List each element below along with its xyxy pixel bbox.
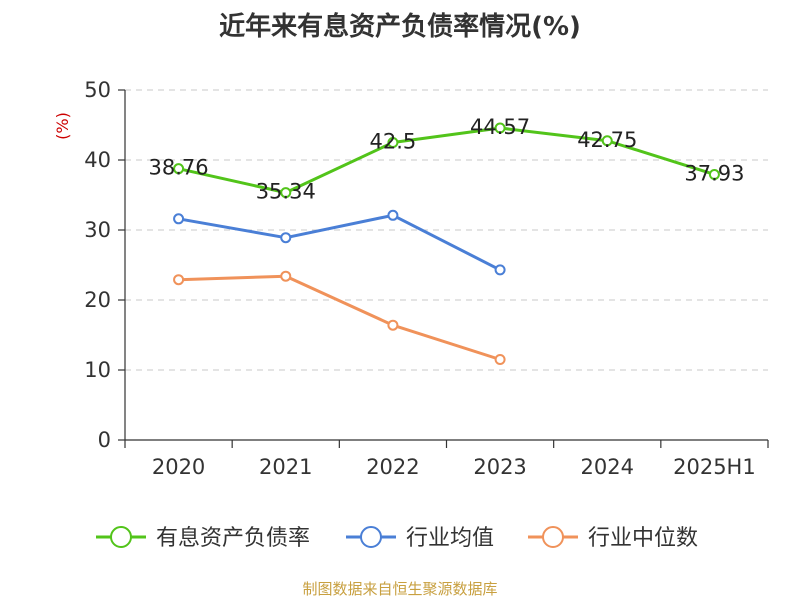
series-layer: [173, 122, 720, 365]
y-tick-label: 10: [84, 358, 111, 382]
y-tick-label: 0: [98, 428, 111, 452]
data-point[interactable]: [494, 122, 506, 134]
data-point[interactable]: [173, 163, 185, 175]
data-label: 42.5: [370, 130, 417, 154]
x-tick-label: 2021: [259, 455, 312, 479]
y-axis-label: (%): [53, 112, 72, 140]
data-point[interactable]: [708, 168, 720, 180]
data-point[interactable]: [173, 213, 185, 225]
x-tick-label: 2022: [366, 455, 419, 479]
legend-item[interactable]: 行业中位数: [528, 526, 698, 551]
data-point[interactable]: [387, 137, 399, 148]
y-tick-label: 20: [84, 288, 111, 312]
chart-title: 近年来有息资产负债率情况(%): [219, 12, 581, 42]
y-tick-label: 40: [84, 148, 111, 172]
legend-label: 行业均值: [406, 526, 494, 551]
data-label: 38.76: [149, 156, 209, 180]
data-point[interactable]: [387, 209, 399, 221]
data-label: 35.34: [256, 180, 316, 204]
x-tick-label: 2020: [152, 455, 205, 479]
data-label: 42.75: [577, 128, 637, 152]
source-note: 制图数据来自恒生聚源数据库: [302, 580, 498, 598]
x-tick-label: 2024: [581, 455, 634, 479]
legend-item[interactable]: 行业均值: [346, 526, 494, 551]
legend-marker: [110, 526, 132, 548]
legend-marker: [542, 526, 564, 548]
legend-marker: [360, 526, 382, 548]
legend-label: 有息资产负债率: [156, 526, 310, 551]
data-point[interactable]: [280, 270, 292, 282]
x-tick-label: 2025H1: [673, 455, 756, 479]
legend-label: 行业中位数: [588, 526, 698, 551]
data-label: 44.57: [470, 115, 530, 139]
data-point[interactable]: [173, 274, 185, 286]
data-labels: 38.76 35.34 42.5 44.57 42.75 37.93: [149, 115, 745, 204]
data-point[interactable]: [494, 354, 506, 365]
legend[interactable]: 有息资产负债率 行业均值 行业中位数: [96, 526, 698, 551]
data-point[interactable]: [494, 264, 506, 276]
y-tick-label: 50: [84, 78, 111, 102]
series-line: [178, 126, 715, 195]
data-point[interactable]: [387, 319, 399, 331]
legend-item[interactable]: 有息资产负债率: [96, 526, 310, 551]
y-tick-label: 30: [84, 218, 111, 242]
data-label: 37.93: [684, 161, 744, 185]
axes: 0 10 20 30 40 50 2020 2021 2022 2023 2024 2025H1 (%): [53, 78, 769, 479]
series-line: [178, 213, 501, 272]
data-point[interactable]: [280, 187, 292, 199]
grid-lines: [125, 89, 768, 371]
data-point[interactable]: [601, 135, 613, 147]
x-tick-label: 2023: [473, 455, 526, 479]
data-point[interactable]: [280, 232, 292, 244]
series-line: [178, 274, 501, 361]
